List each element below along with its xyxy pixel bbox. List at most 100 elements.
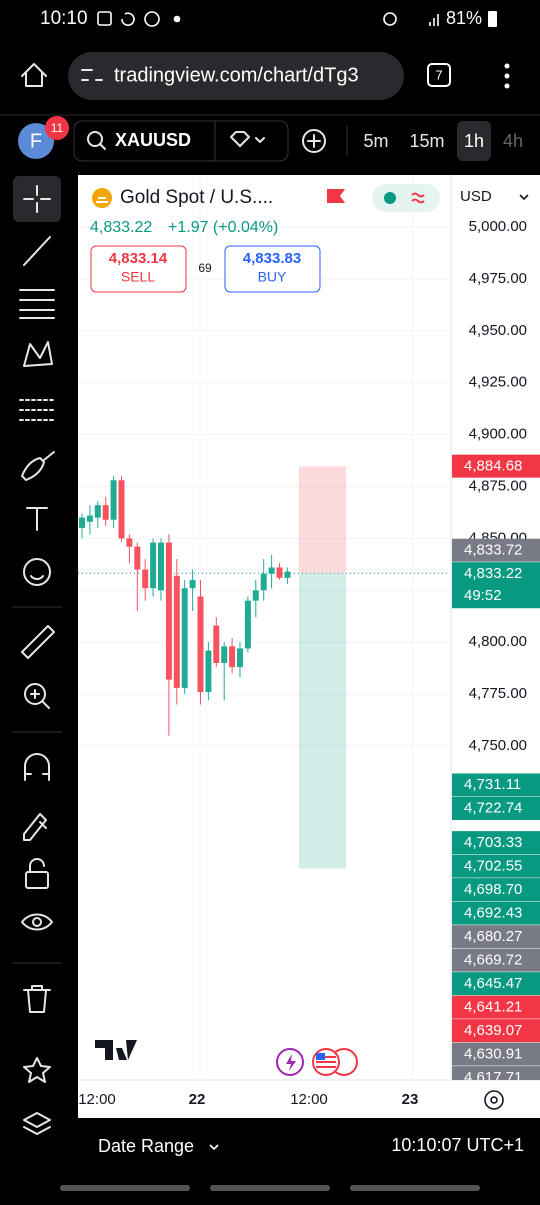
- price-label: 4,775.00: [469, 685, 527, 702]
- price-tag-label: 4,630.91: [464, 1045, 522, 1062]
- premium-button[interactable]: [230, 131, 265, 147]
- candle-body: [276, 567, 283, 578]
- candle-body: [229, 646, 236, 668]
- price-tag-label: 4,702.55: [464, 857, 522, 874]
- hide-tool[interactable]: [21, 913, 53, 931]
- sell-button[interactable]: [90, 245, 187, 293]
- last-price: 4,833.22: [90, 219, 152, 236]
- buy-button[interactable]: [224, 245, 321, 293]
- crosshair-tool[interactable]: [23, 185, 51, 213]
- candle-body: [197, 596, 204, 693]
- price-tag: [452, 538, 540, 562]
- price-tag-label: 4,722.74: [464, 800, 522, 817]
- price-tag: [452, 1019, 540, 1043]
- price-tag-label: 4,680.27: [464, 928, 522, 945]
- symbol-title: Gold Spot / U.S....: [120, 187, 273, 208]
- candle-body: [221, 646, 228, 663]
- currency[interactable]: USD: [460, 188, 492, 205]
- price-tag-label: 4,645.47: [464, 975, 522, 992]
- crosshair-bg: [13, 176, 61, 222]
- symbol: XAUUSD: [115, 130, 191, 150]
- price-label: 5,000.00: [469, 218, 527, 235]
- lock-drawing-tool[interactable]: [23, 813, 47, 841]
- home-button[interactable]: [21, 63, 47, 87]
- nav-pill[interactable]: [60, 1185, 190, 1191]
- delete-tool[interactable]: [23, 985, 51, 1013]
- alert-flag[interactable]: [327, 189, 345, 203]
- tool-separators: [12, 606, 62, 964]
- candle-body: [79, 517, 85, 529]
- interval-button[interactable]: 1h: [464, 131, 484, 151]
- projection-tool[interactable]: [19, 399, 55, 421]
- price-tag: [452, 454, 540, 478]
- magnet-tool[interactable]: [24, 753, 50, 781]
- candle-body: [213, 625, 220, 663]
- nav-pill[interactable]: [350, 1185, 480, 1191]
- candle-body: [181, 588, 188, 688]
- price-tag-label: 4,692.43: [464, 904, 522, 921]
- candle-body: [126, 538, 133, 547]
- price-tags: 4,833.22 49:52 4,833.72 4,884.68 4,731.11 4,7…: [452, 454, 540, 1086]
- site-settings[interactable]: [81, 69, 103, 81]
- settings-button[interactable]: [484, 1090, 504, 1110]
- time-label: 12:00: [78, 1091, 116, 1108]
- chart-layer: [78, 175, 450, 1080]
- avatar[interactable]: [18, 123, 54, 159]
- menu-button[interactable]: [504, 63, 510, 89]
- market-status[interactable]: [372, 184, 440, 212]
- date-range[interactable]: Date Range: [98, 1136, 194, 1156]
- price-tag: [452, 1066, 540, 1080]
- interval-button[interactable]: 15m: [409, 131, 444, 151]
- avatar-letter: F: [30, 130, 42, 152]
- price-tag: [452, 773, 540, 797]
- text-tool[interactable]: [26, 507, 48, 531]
- price-tag-label: 4,698.70: [464, 881, 522, 898]
- price-tag-label: 4,617.71: [464, 1069, 522, 1086]
- interval-button[interactable]: 5m: [363, 131, 388, 151]
- pattern-tool[interactable]: [23, 341, 53, 367]
- price-tag: [452, 972, 540, 996]
- candle-body: [237, 648, 243, 668]
- compare-button[interactable]: [302, 129, 326, 153]
- url-bar[interactable]: [68, 52, 404, 100]
- emoji-tool[interactable]: [23, 558, 51, 586]
- buy-price: 4,833.83: [243, 250, 301, 267]
- candle-body: [118, 480, 125, 539]
- time-label: 23: [402, 1091, 419, 1108]
- price-tag: [452, 878, 540, 902]
- trend-line-tool[interactable]: [23, 236, 51, 266]
- countdown: 49:52: [464, 587, 502, 604]
- favorites-tool[interactable]: [23, 1057, 51, 1083]
- battery-icon: [488, 11, 497, 27]
- ruler-tool[interactable]: [21, 625, 55, 659]
- candle-body: [142, 569, 149, 589]
- candle-body: [173, 575, 180, 688]
- chart-pane[interactable]: [78, 175, 450, 1080]
- price-tag: [452, 1042, 540, 1066]
- time-axis[interactable]: [78, 1080, 540, 1118]
- symbol-search[interactable]: [73, 120, 289, 162]
- nav-pill[interactable]: [210, 1185, 330, 1191]
- object-tree-tool[interactable]: [23, 1112, 51, 1135]
- candle-body: [165, 542, 172, 680]
- candle-body: [244, 600, 251, 649]
- price-tag-label: 4,884.68: [464, 457, 522, 474]
- price-tag-label: 4,669.72: [464, 951, 522, 968]
- unlock-tool[interactable]: [25, 871, 49, 889]
- price-label: 4,900.00: [469, 426, 527, 443]
- sell-price: 4,833.14: [109, 250, 168, 267]
- candle-body: [158, 542, 164, 591]
- candle-body: [205, 650, 212, 693]
- event-icon[interactable]: [276, 1048, 304, 1076]
- price-label: 4,950.00: [469, 322, 527, 339]
- zoom-tool[interactable]: [24, 683, 46, 705]
- time-label: 12:00: [290, 1091, 328, 1108]
- price-tag: [452, 995, 540, 1019]
- fib-tool[interactable]: [19, 289, 55, 319]
- interval-button[interactable]: 4h: [503, 131, 523, 151]
- candle-body: [189, 579, 196, 589]
- tabs-button[interactable]: [427, 63, 451, 87]
- brush-tool[interactable]: [21, 451, 55, 481]
